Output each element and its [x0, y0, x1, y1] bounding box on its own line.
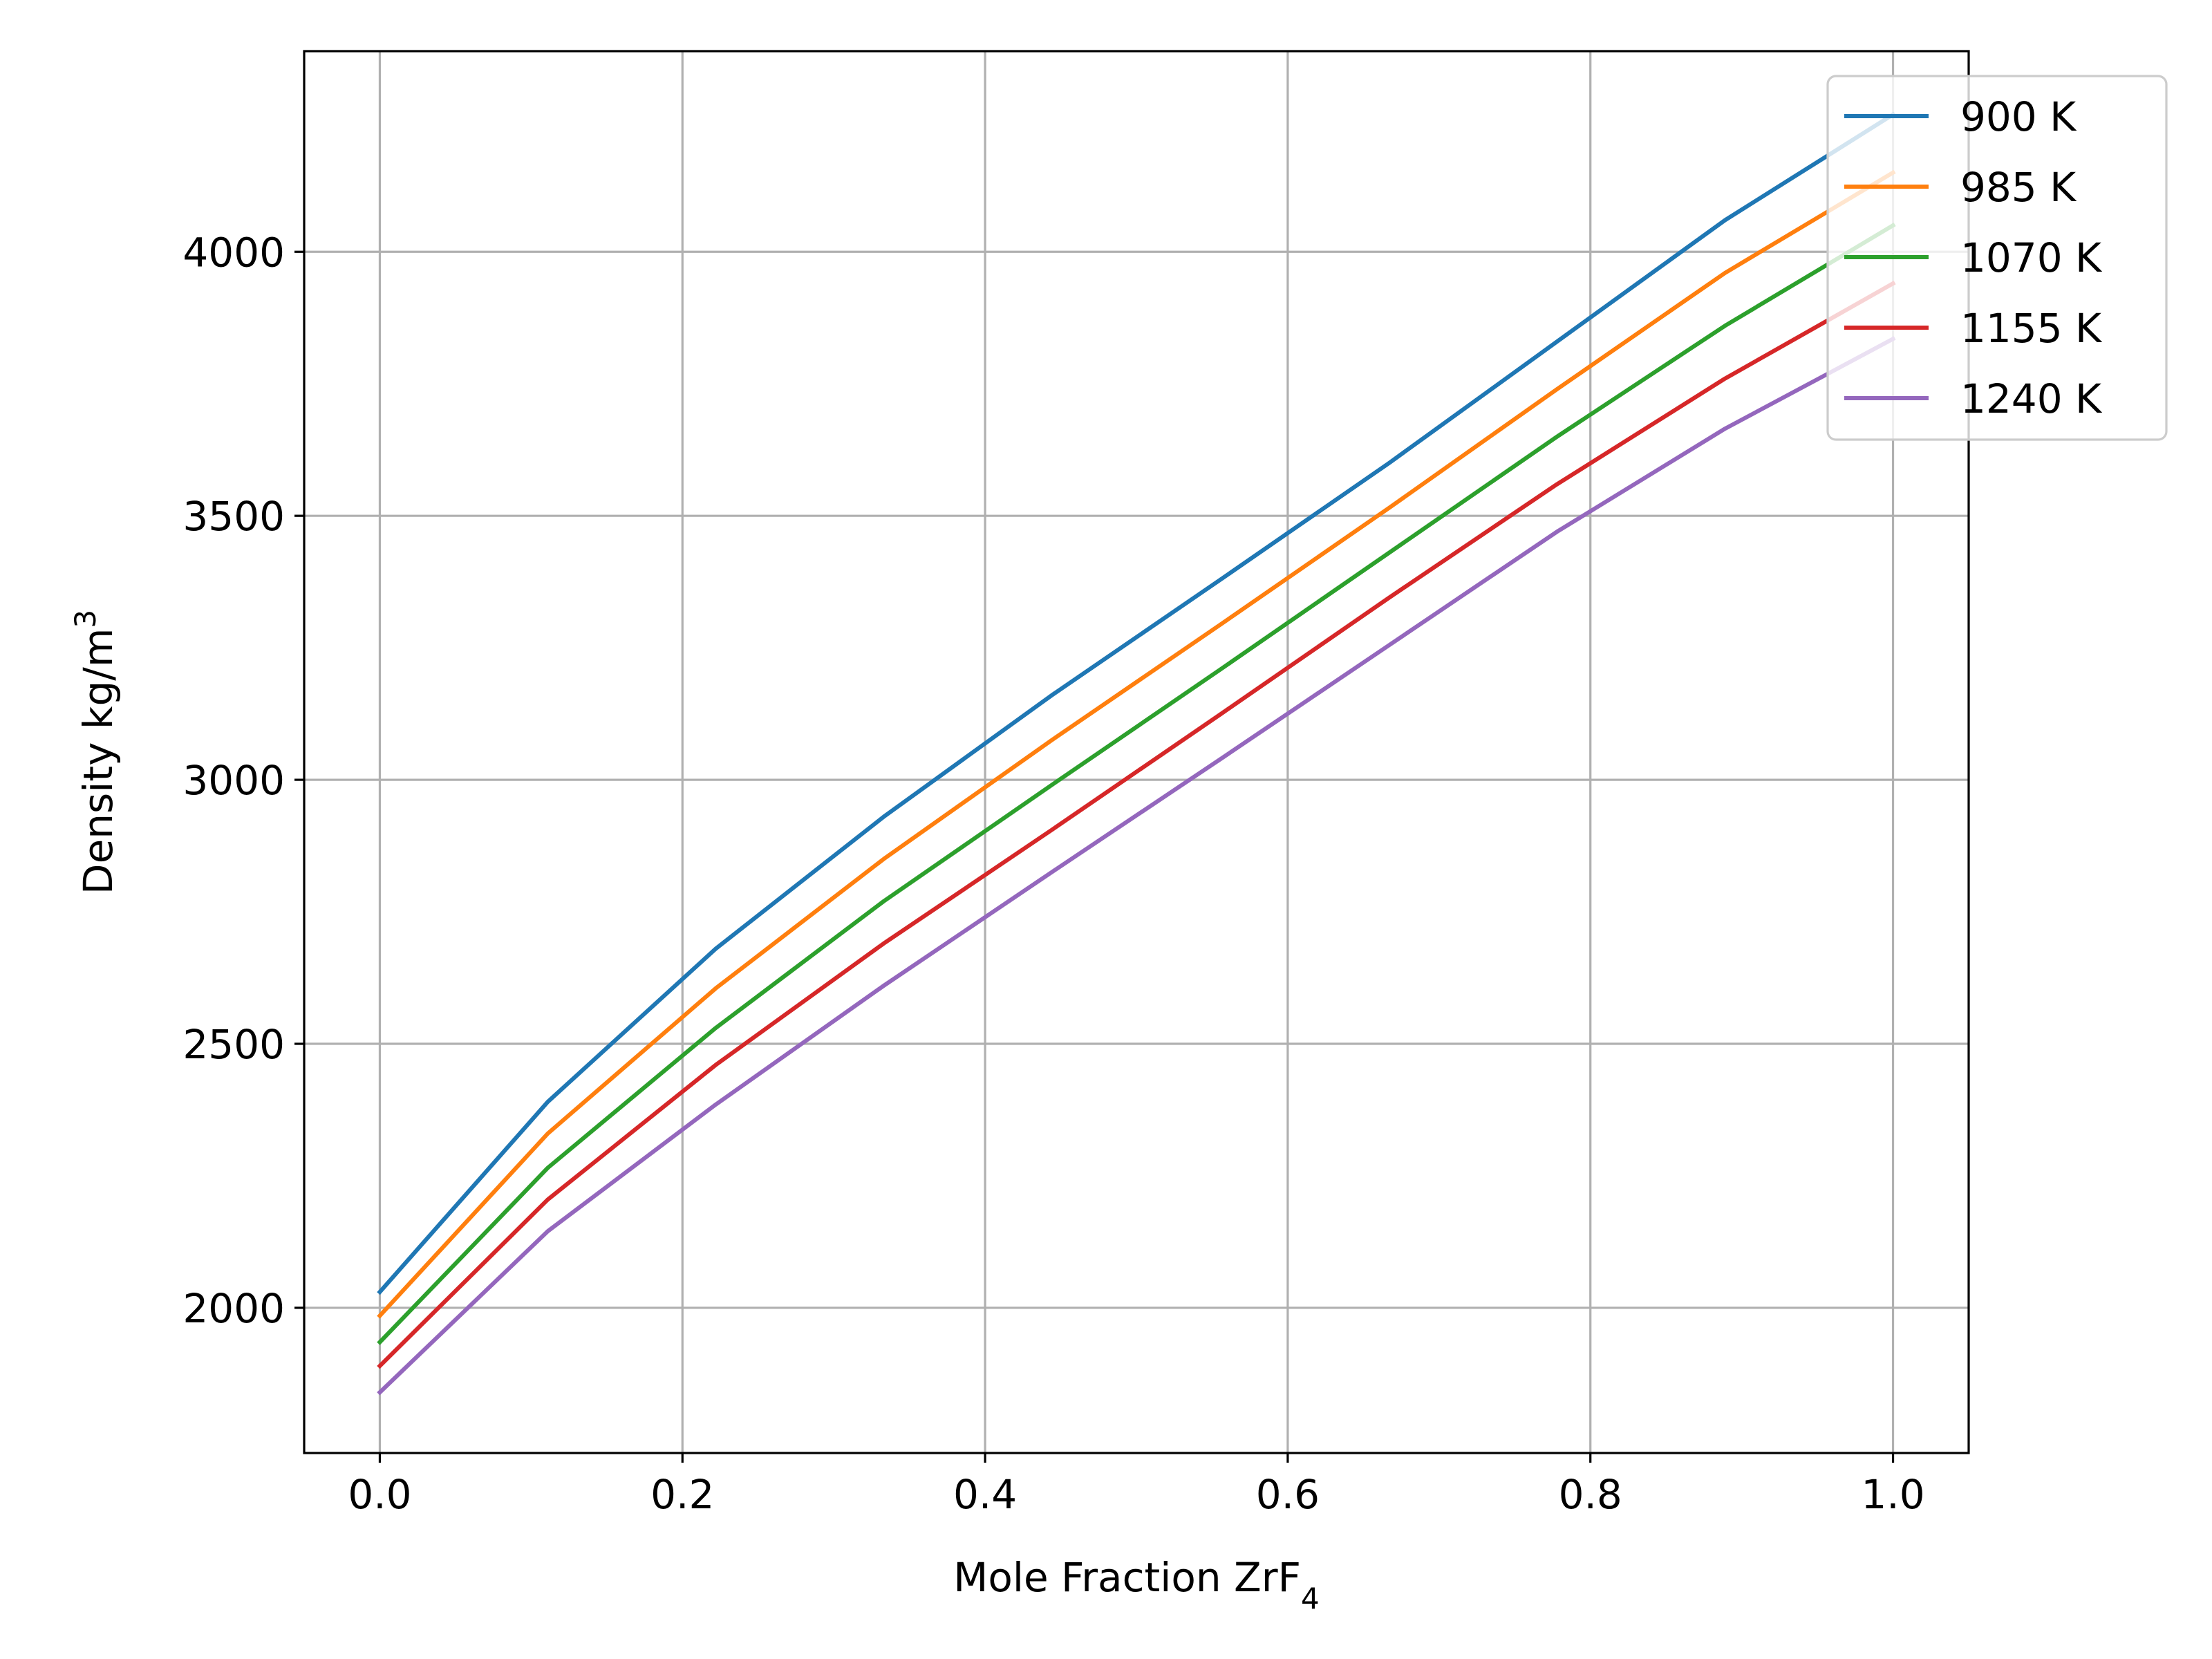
- legend-label: 1155 K: [1960, 305, 2103, 352]
- x-axis-label-text: Mole Fraction ZrF: [953, 1554, 1301, 1601]
- y-tick-label: 2000: [182, 1285, 285, 1332]
- axes-frame: [303, 50, 1970, 1454]
- x-tick-label: 0.0: [348, 1471, 411, 1518]
- legend: 900 K 985 K 1070 K 1155 K 1240 K: [1826, 75, 2168, 441]
- grid: [304, 51, 1969, 1453]
- y-tick-label: 3000: [182, 757, 285, 804]
- legend-label: 1070 K: [1960, 234, 2103, 281]
- series-line-1070-k: [377, 222, 1896, 1345]
- series-line-1240-k: [377, 336, 1896, 1396]
- y-tick-label: 4000: [182, 229, 285, 276]
- y-tick-label: 2500: [182, 1021, 285, 1068]
- series-line-985-k: [377, 169, 1896, 1319]
- legend-label: 1240 K: [1960, 375, 2103, 422]
- legend-label: 985 K: [1960, 164, 2077, 211]
- y-tick-label: 3500: [182, 493, 285, 540]
- series-line-900-k: [377, 111, 1896, 1295]
- axis-ticks: 0.0 0.2 0.4 0.6 0.8 1.0 2000 2500 3000 3500 4000: [182, 229, 1924, 1518]
- legend-box: [1826, 75, 2168, 441]
- y-axis-label: Density kg/m3: [68, 610, 122, 894]
- y-axis-label-superscript: 3: [68, 610, 102, 628]
- x-axis-label: Mole Fraction ZrF4: [953, 1554, 1319, 1615]
- plot-lines: [377, 111, 1896, 1396]
- x-tick-label: 1.0: [1861, 1471, 1924, 1518]
- series-line-1155-k: [377, 281, 1896, 1369]
- x-tick-label: 0.8: [1559, 1471, 1622, 1518]
- x-tick-label: 0.4: [953, 1471, 1017, 1518]
- x-tick-label: 0.2: [650, 1471, 714, 1518]
- y-axis-label-text: Density kg/m: [75, 628, 122, 894]
- x-axis-label-subscript: 4: [1301, 1582, 1320, 1615]
- legend-label: 900 K: [1960, 93, 2077, 140]
- x-tick-label: 0.6: [1256, 1471, 1320, 1518]
